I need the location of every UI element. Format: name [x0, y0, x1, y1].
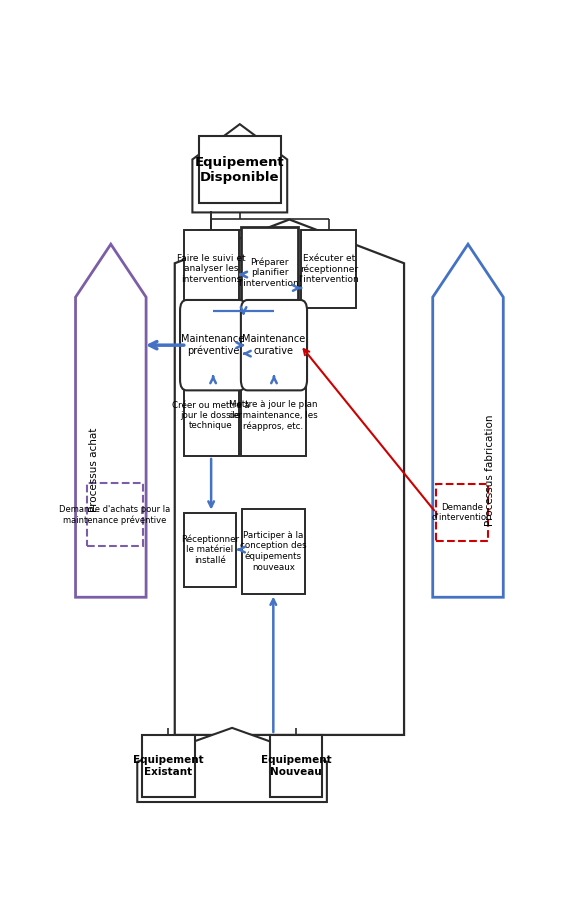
- Text: Exécuter et
réceptionner
l'intervention: Exécuter et réceptionner l'intervention: [299, 254, 359, 284]
- Text: Demande
d'intervention: Demande d'intervention: [431, 503, 492, 522]
- Polygon shape: [192, 124, 287, 213]
- Text: Processus achat: Processus achat: [89, 428, 99, 513]
- Text: Réceptionner
le matériel
installé: Réceptionner le matériel installé: [181, 535, 239, 565]
- Text: Participer à la
conception des
équipements
nouveaux: Participer à la conception des équipemen…: [240, 531, 307, 571]
- Text: Maintenance
préventive: Maintenance préventive: [182, 334, 245, 357]
- Bar: [241, 375, 306, 456]
- Bar: [436, 484, 488, 541]
- Text: Equipement
Nouveau: Equipement Nouveau: [261, 756, 331, 777]
- FancyBboxPatch shape: [241, 300, 307, 391]
- Text: Créer ou mettre à
jour le dossier
technique: Créer ou mettre à jour le dossier techni…: [172, 401, 250, 430]
- Polygon shape: [432, 244, 503, 597]
- Bar: [184, 230, 238, 308]
- Bar: [86, 483, 143, 547]
- Text: Equipement
Existant: Equipement Existant: [133, 756, 204, 777]
- Text: Préparer
planifier
l'intervention,: Préparer planifier l'intervention,: [238, 258, 302, 288]
- Bar: [184, 513, 237, 587]
- Bar: [241, 226, 298, 318]
- Text: Maintenance
curative: Maintenance curative: [242, 335, 306, 356]
- Text: Faire le suivi et
analyser les
interventions: Faire le suivi et analyser les intervent…: [177, 254, 245, 283]
- Bar: [270, 735, 323, 797]
- Text: Equipement
Disponible: Equipement Disponible: [195, 156, 284, 183]
- Text: Demande d'achats pour la
maintenance préventive: Demande d'achats pour la maintenance pré…: [59, 504, 170, 525]
- Bar: [242, 509, 305, 593]
- FancyBboxPatch shape: [180, 300, 246, 391]
- Bar: [199, 136, 281, 204]
- Polygon shape: [137, 728, 327, 802]
- Text: Processus fabrication: Processus fabrication: [485, 414, 495, 525]
- Bar: [302, 230, 356, 308]
- Polygon shape: [76, 244, 146, 597]
- Polygon shape: [175, 219, 404, 735]
- Bar: [184, 375, 238, 456]
- Bar: [142, 735, 195, 797]
- Text: Mettre à jour le plan
de maintenance, les
réappros, etc.: Mettre à jour le plan de maintenance, le…: [229, 400, 318, 431]
